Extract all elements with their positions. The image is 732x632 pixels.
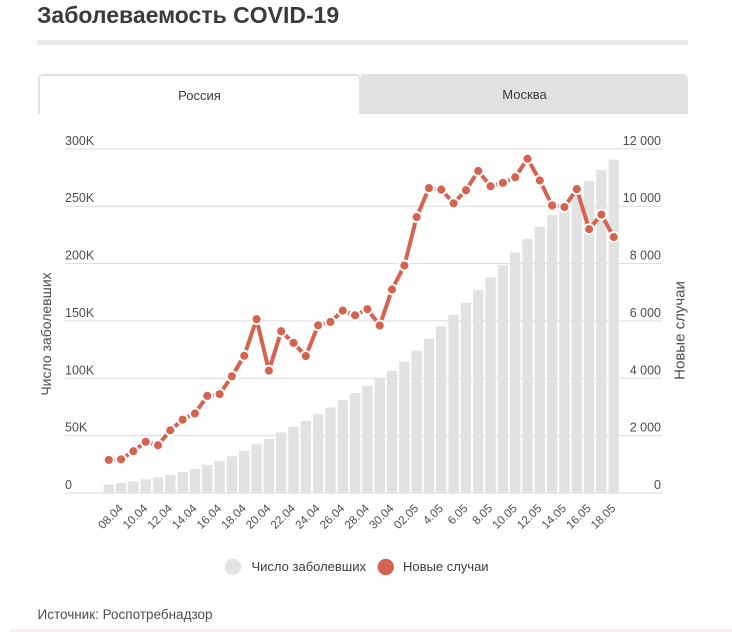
svg-text:0: 0 [654,478,661,492]
svg-text:14.05: 14.05 [539,502,569,532]
svg-text:14.04: 14.04 [170,502,200,532]
svg-text:6.05: 6.05 [445,502,471,528]
svg-text:16.05: 16.05 [564,502,594,532]
svg-text:22.04: 22.04 [268,502,298,532]
svg-text:12.04: 12.04 [145,502,175,532]
svg-text:10.04: 10.04 [120,502,150,532]
svg-text:26.04: 26.04 [318,502,348,532]
svg-text:10 000: 10 000 [623,191,661,205]
svg-text:0: 0 [65,478,72,492]
svg-text:24.04: 24.04 [293,502,323,532]
svg-text:30.04: 30.04 [367,502,397,532]
svg-text:10.05: 10.05 [490,502,520,532]
svg-text:12 000: 12 000 [623,134,661,148]
svg-text:200K: 200K [65,249,95,263]
svg-text:12.05: 12.05 [515,502,545,532]
svg-text:Новые случаи: Новые случаи [672,281,689,380]
svg-text:300K: 300K [65,134,95,148]
svg-text:4 000: 4 000 [630,363,661,377]
svg-text:28.04: 28.04 [342,502,372,532]
svg-text:50K: 50K [65,421,88,435]
svg-text:18.05: 18.05 [588,502,618,532]
svg-text:6 000: 6 000 [630,306,661,320]
svg-text:2 000: 2 000 [630,421,661,435]
svg-text:8 000: 8 000 [630,249,661,263]
svg-text:18.04: 18.04 [219,502,249,532]
svg-text:150K: 150K [65,306,95,320]
svg-text:20.04: 20.04 [244,502,274,532]
svg-text:08.04: 08.04 [96,502,126,532]
svg-text:Новые случаи: Новые случаи [403,559,489,574]
svg-text:4.05: 4.05 [421,502,447,528]
svg-text:100K: 100K [65,363,95,377]
svg-text:250K: 250K [65,191,95,205]
svg-text:02.05: 02.05 [391,502,421,532]
svg-text:Число заболевших: Число заболевших [252,559,367,574]
svg-text:Число заболевших: Число заболевших [38,272,54,395]
svg-text:16.04: 16.04 [194,502,224,532]
